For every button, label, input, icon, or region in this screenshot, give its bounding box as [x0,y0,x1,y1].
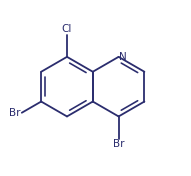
Text: Br: Br [9,108,20,118]
Text: Cl: Cl [62,24,72,34]
Text: Br: Br [113,139,124,149]
Text: N: N [119,52,127,62]
